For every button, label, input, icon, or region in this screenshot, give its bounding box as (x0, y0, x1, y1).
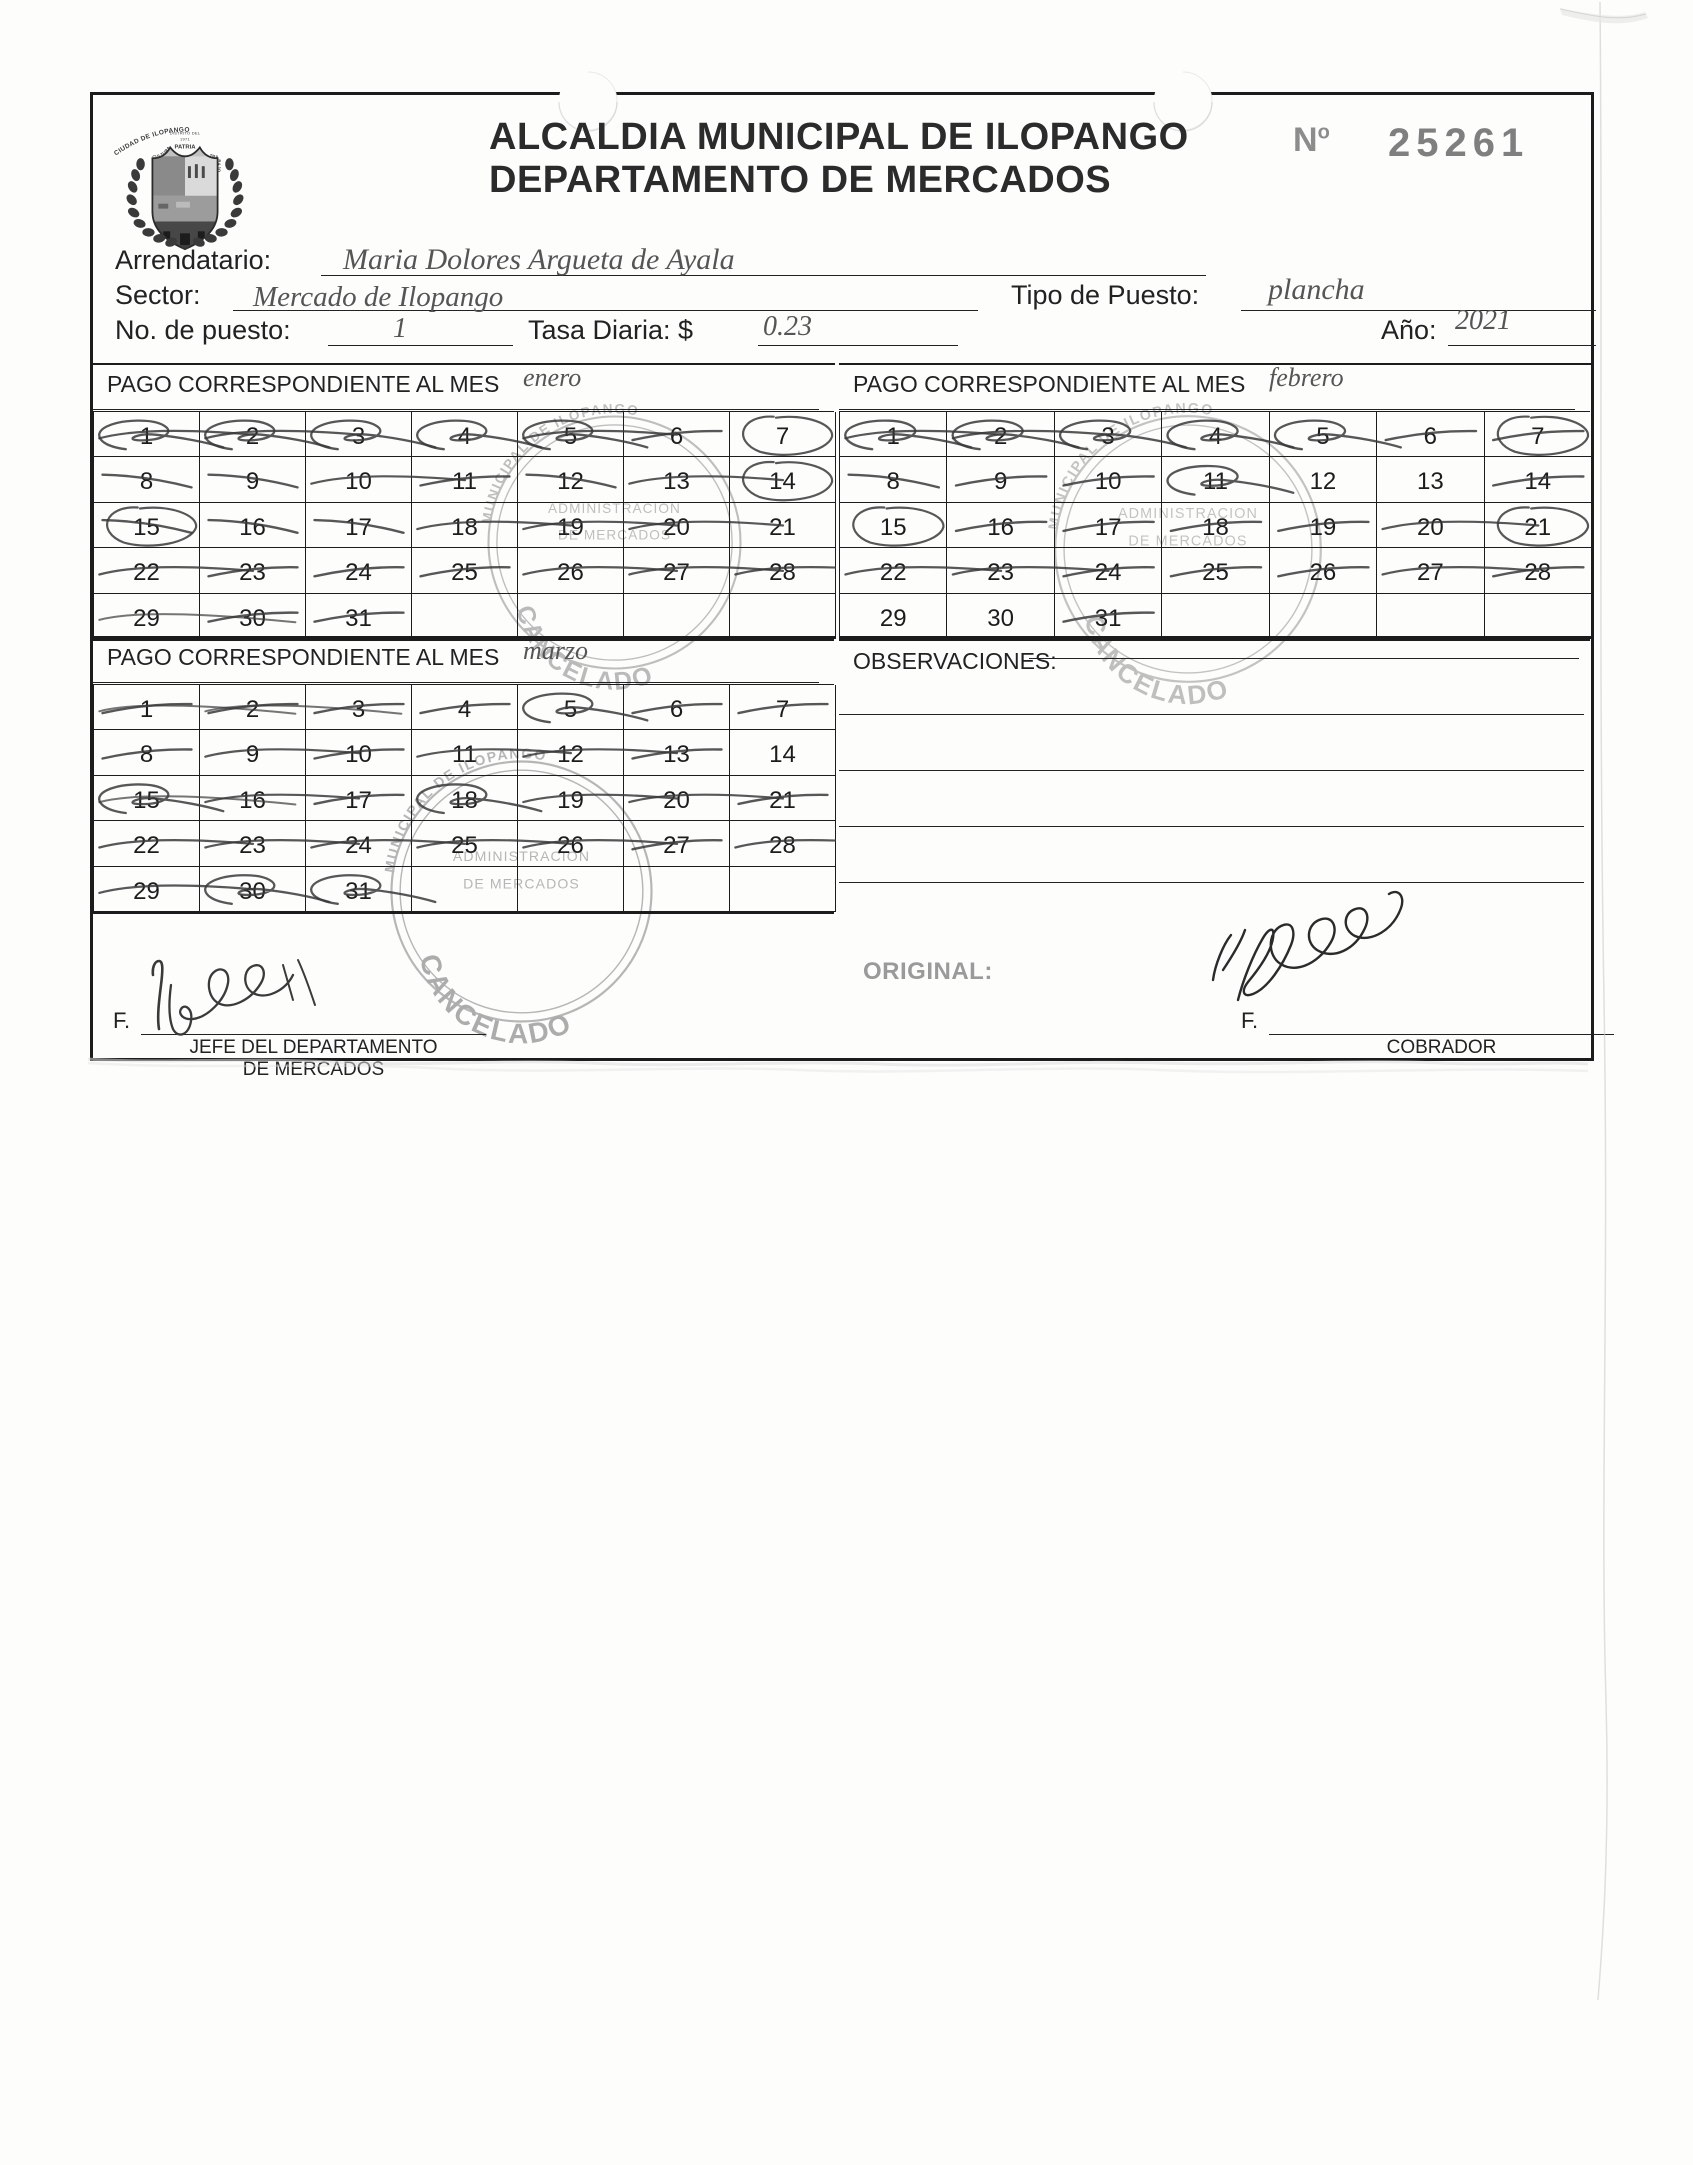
svg-text:DISTRITO DEL: DISTRITO DEL (170, 131, 201, 136)
svg-text:PATRIA: PATRIA (174, 144, 196, 150)
svg-text:1971: 1971 (180, 137, 190, 142)
